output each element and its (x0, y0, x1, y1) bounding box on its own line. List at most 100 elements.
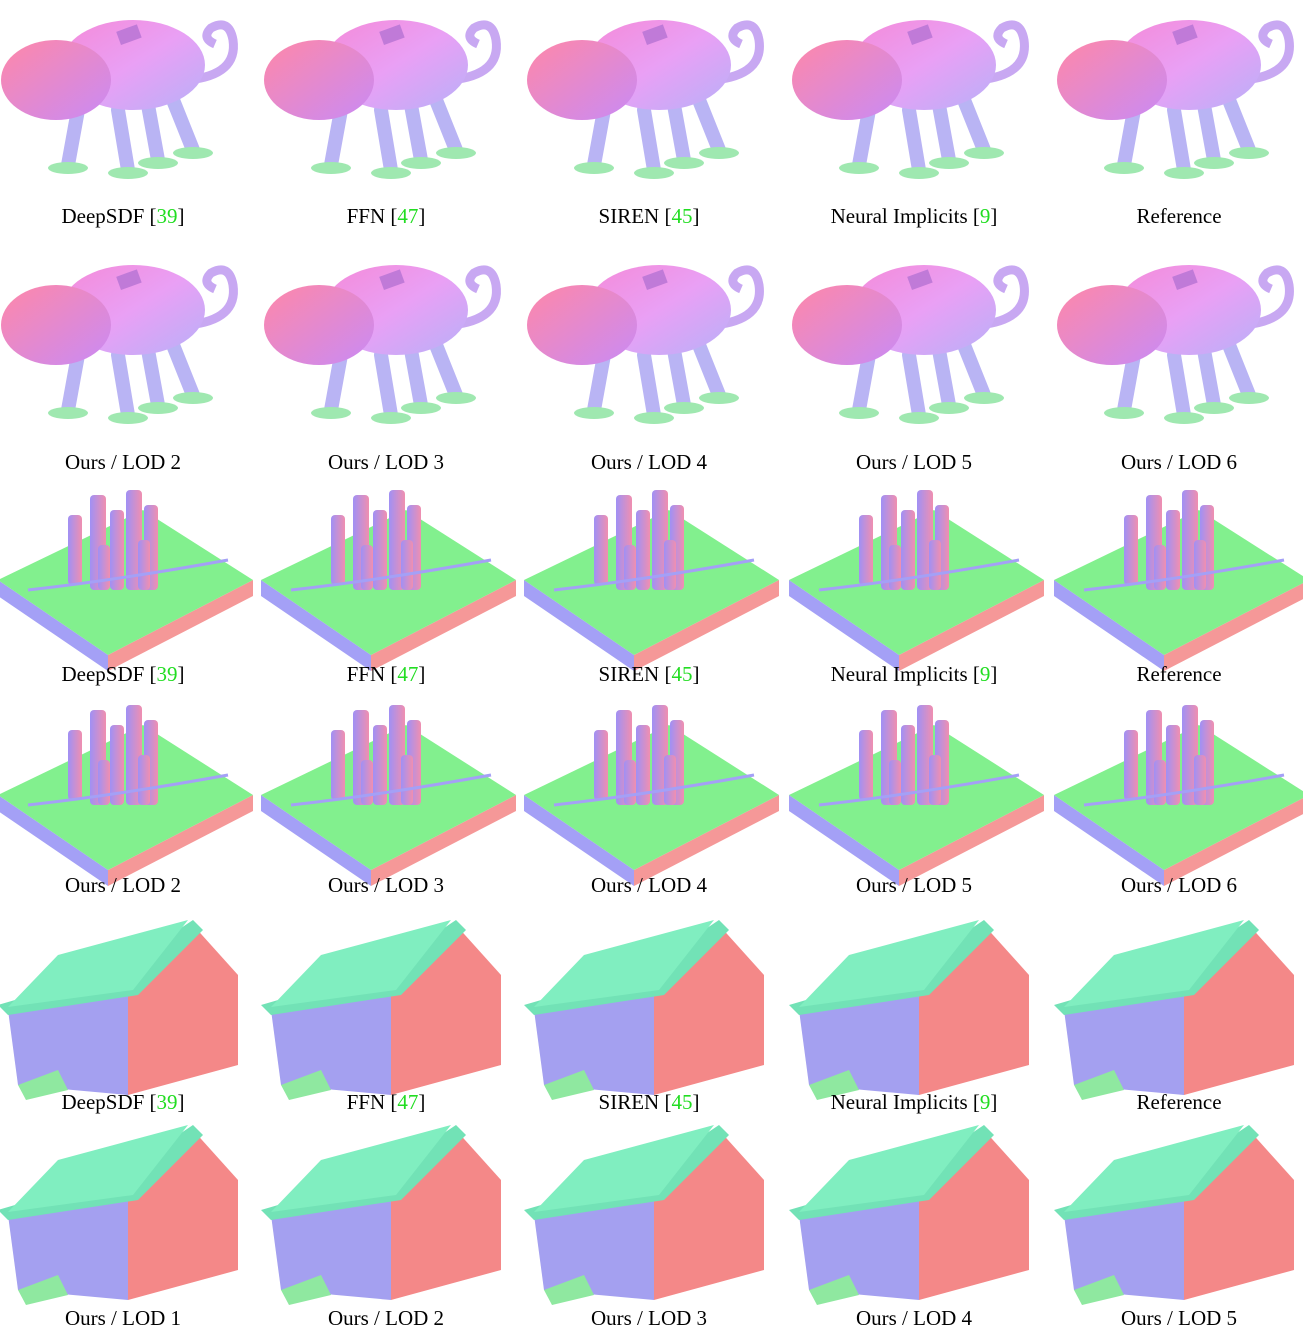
tail (450, 265, 501, 330)
caption-text: ] (177, 662, 185, 686)
caption: SIREN [45] (518, 204, 780, 229)
slab-top (261, 510, 516, 655)
foot (664, 402, 704, 414)
steps (544, 1070, 594, 1100)
citation: 9 (979, 1090, 991, 1114)
head (1, 40, 111, 120)
caption: Ours / LOD 6 (1048, 450, 1303, 475)
leg (957, 338, 991, 402)
render-house (524, 1125, 764, 1305)
window (642, 269, 668, 290)
caption-text: SIREN [ (598, 662, 672, 686)
slab-top (524, 725, 779, 870)
slab-right (108, 580, 253, 671)
road (27, 558, 229, 592)
window (1172, 269, 1198, 290)
steps (18, 1070, 68, 1100)
caption-text: ] (692, 1090, 700, 1114)
citation: 39 (156, 1090, 178, 1114)
steps (544, 1275, 594, 1305)
slab-right (371, 580, 516, 671)
slab-right (371, 795, 516, 886)
leg (111, 103, 135, 177)
slab-left (524, 580, 634, 671)
tower (664, 540, 676, 590)
window (642, 24, 668, 45)
render-city (261, 705, 516, 886)
leg (932, 343, 956, 412)
caption: DeepSDF [39] (0, 1090, 254, 1115)
tail (713, 265, 764, 330)
citation: 45 (671, 204, 693, 228)
leg (111, 348, 135, 422)
render-house (261, 1125, 501, 1305)
render-chameleon (1057, 20, 1294, 179)
caption: FFN [47] (255, 662, 517, 687)
leg (932, 98, 956, 167)
caption-text: Ours / LOD 4 (590, 450, 708, 474)
foot (401, 157, 441, 169)
caption-text: Ours / LOD 6 (1120, 450, 1238, 474)
tower (1194, 540, 1206, 590)
foot (899, 167, 939, 179)
tower (361, 760, 373, 805)
render-city (0, 705, 253, 886)
steps (809, 1275, 859, 1305)
leg (587, 348, 611, 417)
leg (1197, 98, 1221, 167)
roof-main (271, 920, 451, 1007)
caption: Reference (1048, 1090, 1303, 1115)
render-city (1054, 705, 1303, 886)
tower (138, 755, 150, 805)
render-house (0, 920, 238, 1100)
render-city (789, 705, 1044, 886)
porch (271, 990, 391, 1095)
tower (401, 755, 413, 805)
leg (61, 103, 85, 172)
slab-top (524, 510, 779, 655)
porch (799, 1195, 919, 1300)
tail (187, 20, 238, 85)
foot (1194, 157, 1234, 169)
slab-right (1164, 583, 1303, 671)
render-house (524, 920, 764, 1100)
render-house (261, 920, 501, 1100)
caption: Ours / LOD 2 (255, 1306, 517, 1331)
leg (1117, 348, 1141, 417)
road (290, 558, 492, 592)
slab-top (789, 510, 1044, 655)
caption-text: DeepSDF [ (61, 1090, 157, 1114)
slab-left (1054, 580, 1164, 671)
caption-text: Ours / LOD 3 (590, 1306, 708, 1330)
foot (1164, 412, 1204, 424)
tower (98, 545, 110, 590)
leg (1222, 93, 1256, 157)
slab-top (789, 725, 1044, 870)
caption-text: ] (177, 204, 185, 228)
caption-text: FFN [ (346, 1090, 398, 1114)
slab-right (899, 795, 1044, 886)
caption: Ours / LOD 5 (1048, 1306, 1303, 1331)
caption-text: Neural Implicits [ (830, 662, 980, 686)
caption: SIREN [45] (518, 662, 780, 687)
foot (138, 402, 178, 414)
leg (852, 103, 876, 172)
leg (902, 103, 926, 177)
leg (166, 338, 200, 402)
render-chameleon (527, 265, 764, 424)
leg (1197, 343, 1221, 412)
caption-text: Reference (1136, 1090, 1222, 1114)
foot (311, 162, 351, 174)
foot (1194, 402, 1234, 414)
caption: DeepSDF [39] (0, 662, 254, 687)
caption: Ours / LOD 1 (0, 1306, 254, 1331)
caption: Ours / LOD 4 (518, 450, 780, 475)
leg (404, 98, 428, 167)
caption: Ours / LOD 4 (518, 873, 780, 898)
head (264, 40, 374, 120)
caption: FFN [47] (255, 204, 517, 229)
leg (692, 93, 726, 157)
leg (1117, 103, 1141, 172)
tower (624, 545, 636, 590)
